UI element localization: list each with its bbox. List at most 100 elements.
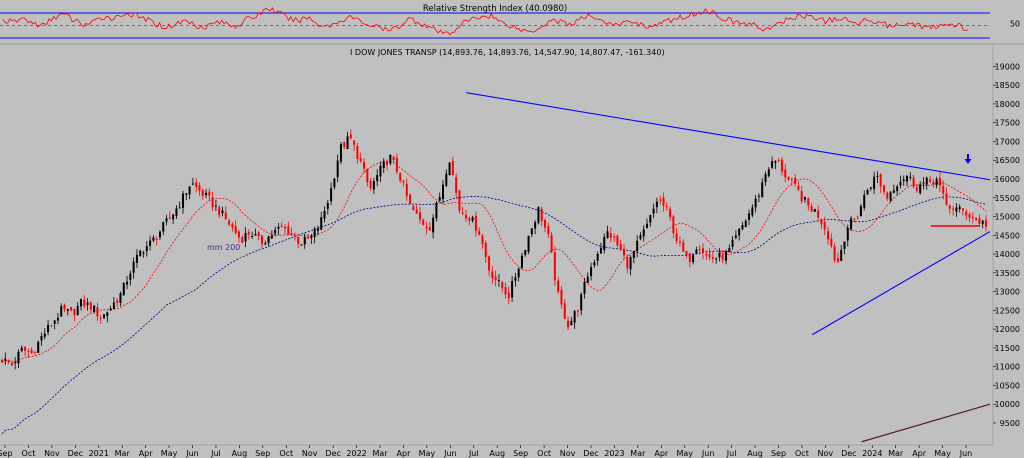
- candle-body: [540, 208, 543, 222]
- candle-body: [665, 206, 668, 208]
- candle-body: [103, 314, 106, 318]
- candle-body: [909, 176, 912, 178]
- candle-body: [652, 208, 655, 214]
- candle-body: [520, 255, 523, 268]
- candle: [491, 265, 494, 285]
- candle: [63, 303, 66, 313]
- candle: [326, 199, 329, 215]
- candle: [188, 185, 191, 200]
- candle: [274, 226, 277, 237]
- candle-body: [961, 208, 964, 211]
- candle-body: [468, 218, 471, 221]
- candle-body: [576, 310, 579, 312]
- candle-body: [310, 235, 313, 239]
- x-tick-label: Sep: [255, 449, 270, 458]
- y-tick-label: 13000: [995, 288, 1020, 297]
- candle-body: [488, 256, 491, 271]
- candle: [784, 163, 787, 183]
- candle-body: [247, 232, 250, 235]
- candle: [948, 204, 951, 214]
- candle-body: [264, 243, 267, 245]
- candle: [734, 230, 737, 240]
- candle: [461, 206, 464, 216]
- candle-body: [260, 235, 263, 244]
- candle-body: [172, 214, 175, 220]
- candle: [800, 185, 803, 204]
- candle: [738, 227, 741, 241]
- candle-body: [392, 156, 395, 161]
- candle-body: [619, 243, 622, 251]
- candle: [441, 179, 444, 204]
- candle: [774, 160, 777, 170]
- candle-body: [764, 174, 767, 183]
- candle-body: [168, 217, 171, 219]
- candle: [570, 317, 573, 326]
- candle-body: [955, 207, 958, 212]
- candle: [748, 209, 751, 226]
- candle-body: [945, 193, 948, 205]
- candle-body: [481, 235, 484, 245]
- y-tick-label: 11000: [995, 363, 1020, 372]
- candle: [557, 276, 560, 295]
- candle-body: [96, 307, 99, 317]
- candle: [649, 214, 652, 227]
- candle-body: [889, 192, 892, 201]
- candle-body: [27, 350, 30, 352]
- candle-body: [882, 185, 885, 192]
- x-tick-label: Jun: [959, 449, 973, 458]
- candle: [876, 171, 879, 183]
- candle: [586, 272, 589, 284]
- candle-body: [40, 336, 43, 341]
- candle-body: [461, 212, 464, 214]
- candle-body: [925, 177, 928, 185]
- candle: [287, 221, 290, 235]
- candle-body: [685, 251, 688, 256]
- candle: [550, 232, 553, 253]
- candle: [465, 209, 468, 223]
- candle: [830, 233, 833, 249]
- candle: [971, 211, 974, 224]
- candle: [909, 172, 912, 181]
- candle: [731, 236, 734, 250]
- candle: [395, 153, 398, 175]
- candle: [471, 215, 474, 223]
- candle: [711, 251, 714, 263]
- candle: [912, 174, 915, 189]
- candle: [149, 235, 152, 251]
- candle-body: [4, 358, 7, 361]
- candle-body: [412, 205, 415, 211]
- candle: [925, 176, 928, 190]
- candle: [182, 190, 185, 214]
- candle-body: [504, 287, 507, 295]
- candle-body: [415, 209, 418, 214]
- x-tick-label: Aug: [747, 449, 763, 458]
- candle-body: [649, 215, 652, 223]
- candle-body: [757, 195, 760, 197]
- candle-body: [827, 231, 830, 240]
- candle-body: [856, 216, 859, 218]
- candle: [958, 204, 961, 213]
- x-tick-label: May: [934, 449, 951, 458]
- candle: [191, 177, 194, 186]
- candle: [817, 205, 820, 222]
- candle-body: [185, 193, 188, 195]
- candle-body: [376, 175, 379, 182]
- candle-body: [274, 229, 277, 234]
- x-tick-label: Mar: [115, 449, 131, 458]
- y-tick-label: 17500: [995, 119, 1020, 128]
- candle-body: [343, 141, 346, 148]
- candle: [135, 249, 138, 268]
- candle: [728, 244, 731, 253]
- candle-body: [896, 186, 899, 192]
- candle: [540, 206, 543, 226]
- candle: [336, 154, 339, 183]
- candle-body: [478, 231, 481, 235]
- candle: [24, 346, 27, 356]
- resistance-trendline: [466, 92, 991, 181]
- candle-body: [363, 161, 366, 169]
- candle-body: [787, 176, 790, 180]
- candle-body: [655, 201, 658, 208]
- candle-body: [30, 350, 33, 354]
- candle: [807, 197, 810, 211]
- candle-body: [550, 235, 553, 253]
